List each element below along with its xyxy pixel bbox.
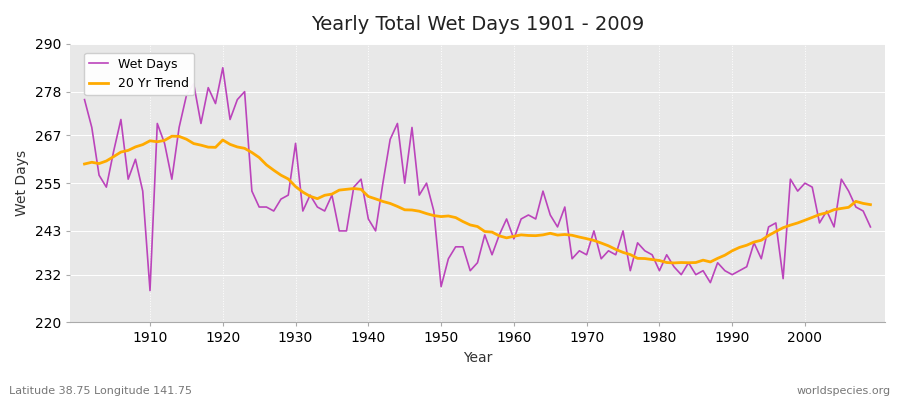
Line: Wet Days: Wet Days xyxy=(85,68,870,290)
Wet Days xyxy=(79,97,90,102)
Wet Days xyxy=(523,212,534,217)
20 Yr Trend xyxy=(603,244,614,248)
20 Yr Trend xyxy=(138,142,148,147)
20 Yr Trend xyxy=(305,194,316,199)
Wet Days xyxy=(145,288,156,293)
Text: Latitude 38.75 Longitude 141.75: Latitude 38.75 Longitude 141.75 xyxy=(9,386,192,396)
Title: Yearly Total Wet Days 1901 - 2009: Yearly Total Wet Days 1901 - 2009 xyxy=(310,15,644,34)
Wet Days xyxy=(356,177,366,182)
20 Yr Trend xyxy=(516,232,526,237)
Wet Days xyxy=(312,205,323,210)
20 Yr Trend xyxy=(669,260,680,265)
20 Yr Trend xyxy=(348,186,359,191)
Wet Days xyxy=(610,252,621,257)
20 Yr Trend xyxy=(508,234,519,239)
X-axis label: Year: Year xyxy=(463,351,492,365)
Legend: Wet Days, 20 Yr Trend: Wet Days, 20 Yr Trend xyxy=(85,53,194,95)
20 Yr Trend xyxy=(166,134,177,139)
Y-axis label: Wet Days: Wet Days xyxy=(15,150,29,216)
Wet Days xyxy=(138,189,148,194)
Wet Days xyxy=(865,224,876,229)
Wet Days xyxy=(218,65,229,70)
Wet Days xyxy=(516,216,526,221)
Text: worldspecies.org: worldspecies.org xyxy=(796,386,891,396)
20 Yr Trend xyxy=(79,162,90,166)
Line: 20 Yr Trend: 20 Yr Trend xyxy=(85,136,870,263)
20 Yr Trend xyxy=(865,202,876,207)
